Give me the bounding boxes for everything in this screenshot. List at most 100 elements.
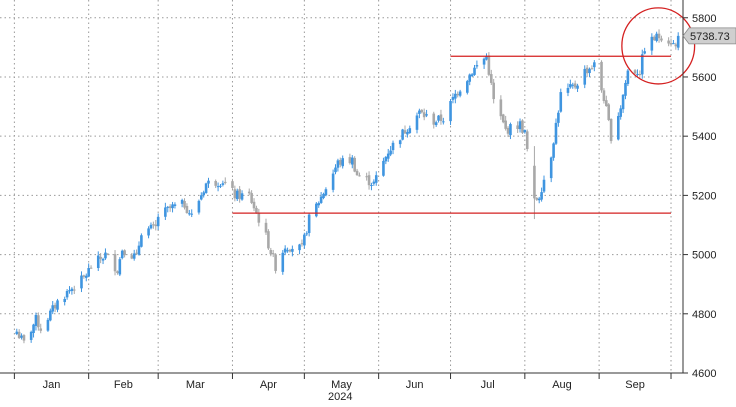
candle-body [552,143,555,158]
candle-body [434,122,438,126]
candle-body [583,68,587,85]
candle-body [168,206,172,209]
candle-body [291,248,294,252]
candle-body [331,173,335,190]
candle-body [353,157,356,172]
candle-body [336,160,340,168]
candle-body [281,252,285,272]
candle-body [439,114,443,122]
candle-body [120,250,124,259]
candle-body [391,142,395,151]
x-tick-label: Sep [625,379,645,391]
candle-body [468,74,472,82]
candle-body [324,189,328,196]
candle-body [382,160,385,176]
candle-body [29,331,33,340]
candle-body [269,249,273,255]
candle-body [420,109,424,113]
candle-body [650,36,654,51]
candle-body [247,191,251,194]
candle-body [569,84,572,88]
candle-body [300,243,304,245]
candle-body [470,74,474,77]
candle-body [389,150,392,155]
candle-body [235,190,239,200]
candle-body [147,228,150,236]
candle-body [221,183,225,185]
candle-body [557,112,560,123]
candle-body [525,131,529,150]
x-tick-label: Jun [406,379,424,391]
x-tick-label: May [331,379,352,391]
candle-body [609,118,613,142]
candle-body [667,40,670,44]
candle-body [415,115,419,130]
candle-body [518,121,522,130]
candle-body [540,192,543,200]
candle-body [643,51,646,54]
candle-body [32,324,35,334]
candle-body [425,114,428,116]
x-tick-label: Apr [260,379,277,391]
candle-body [403,130,407,134]
overlay-layer [232,7,696,214]
candle-body [573,83,577,88]
candle-body [466,81,469,93]
candle-body [516,125,519,130]
candle-body [17,331,21,339]
candle-body [432,113,436,125]
candle-body [605,100,608,107]
candle-body [621,94,625,110]
candle-body [37,315,40,328]
candle-body [171,204,174,209]
candle-body [65,291,69,298]
last-price-tag-shape [682,27,736,45]
candle-body [542,179,546,192]
candle-body [489,74,493,83]
candle-body [355,170,359,176]
candle-body [20,335,23,338]
candle-body [185,205,189,214]
candle-body [554,122,558,144]
candle-body [219,185,222,187]
candle-body [264,222,268,233]
x-tick-label: Jul [481,379,495,391]
candle-layer [15,29,680,344]
candle-body [130,255,134,259]
candle-body [640,54,644,75]
y-tick-label: 5400 [692,131,716,143]
candle-body [46,319,50,331]
candle-body [374,175,378,183]
y-tick-label: 5600 [692,72,716,84]
candle-body [118,259,122,275]
candle-body [535,197,539,200]
candle-body [509,124,512,136]
candle-body [68,290,71,292]
candle-body [238,189,241,199]
candle-body [204,183,208,193]
candle-body [358,175,361,177]
candle-body [207,180,210,184]
candle-body [501,114,505,123]
candle-body [63,298,67,303]
candle-body [571,84,575,86]
axis-layer: 4600 4800 5000 5200 5400 5600 5800 Jan Feb Mar Apr… [0,0,716,391]
candle-body [190,213,194,215]
y-tick-label: 5800 [692,13,716,25]
candle-body [250,193,253,203]
candle-body [200,195,203,200]
candle-body [350,157,354,165]
candle-body [504,120,507,129]
candle-body [214,181,217,186]
y-tick-label: 5200 [692,190,716,202]
candle-body [626,70,630,84]
candle-body [602,90,606,101]
candle-body [600,61,603,91]
candle-body [274,254,277,271]
candle-body [593,62,596,68]
candle-body [492,82,495,100]
candle-body [15,331,19,335]
candle-body [422,112,426,118]
candle-body [339,159,342,165]
